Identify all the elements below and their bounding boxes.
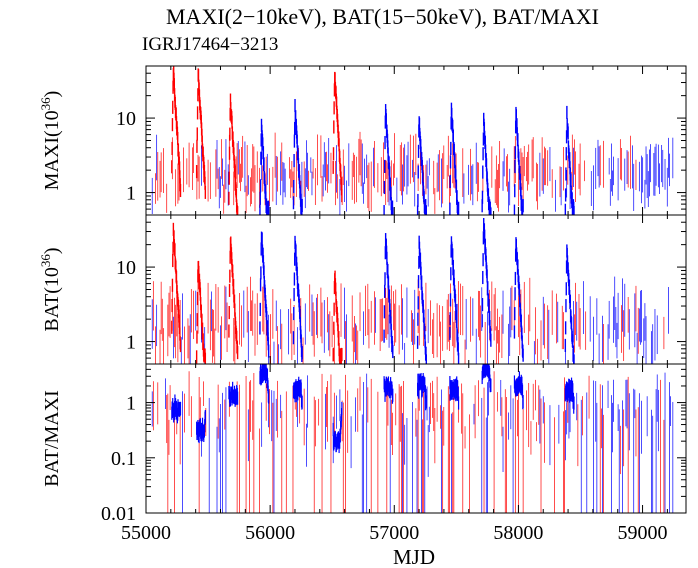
outburst-3 [228, 93, 239, 407]
y-tick-label: 1 [126, 183, 136, 205]
x-tick-label: 55000 [121, 522, 171, 544]
axes-layer: 10 1 MAXI(1036) 10 1 BAT(1036) 1 0.1 0.01 BAT/MAX… [38, 65, 687, 544]
y-tick-label: 10 [116, 108, 136, 130]
x-tick-label: 58000 [493, 522, 543, 544]
outburst-8 [416, 116, 428, 411]
outburst-2 [195, 68, 207, 444]
panel-maxi: 10 1 MAXI(1036) [38, 65, 687, 216]
title: MAXI(2−10keV), BAT(15−50keV), BAT/MAXI [166, 4, 599, 29]
y-tick-label: 10 [116, 257, 136, 279]
x-tick-label: 57000 [369, 522, 419, 544]
outburst-11 [513, 106, 524, 410]
x-tick-label: 56000 [245, 522, 295, 544]
outburst-6 [332, 71, 343, 454]
panel-frame [145, 363, 687, 514]
ratio-series-marks [151, 371, 674, 513]
y-axis-label: BAT(1036) [38, 247, 63, 331]
outburst-7 [383, 104, 394, 404]
x-tick-label: 59000 [618, 522, 668, 544]
y-tick-label: 0.01 [101, 503, 136, 525]
maxi-series-marks [151, 131, 674, 215]
y-axis-label: BAT/MAXI [41, 390, 63, 487]
y-tick-label: 0.1 [111, 448, 136, 470]
y-axis-label: MAXI(1036) [38, 91, 63, 191]
y-tick-label: 1 [126, 332, 136, 354]
bat-series-marks [151, 276, 669, 364]
outburst-4 [259, 118, 270, 404]
outburst-5 [292, 98, 303, 410]
outburst-9 [449, 102, 460, 410]
subtitle: IGRJ17464−3213 [142, 34, 279, 55]
y-tick-label: 1 [126, 393, 136, 415]
panel-ratio: 1 0.1 0.01 BAT/MAXI [41, 363, 687, 525]
outburst-10 [481, 112, 492, 393]
outburst-12 [564, 105, 575, 414]
outburst-1 [171, 66, 182, 424]
panel-bat: 10 1 BAT(1036) [38, 214, 687, 365]
x-axis-label: MJD [393, 545, 435, 568]
data-layer [151, 66, 674, 513]
